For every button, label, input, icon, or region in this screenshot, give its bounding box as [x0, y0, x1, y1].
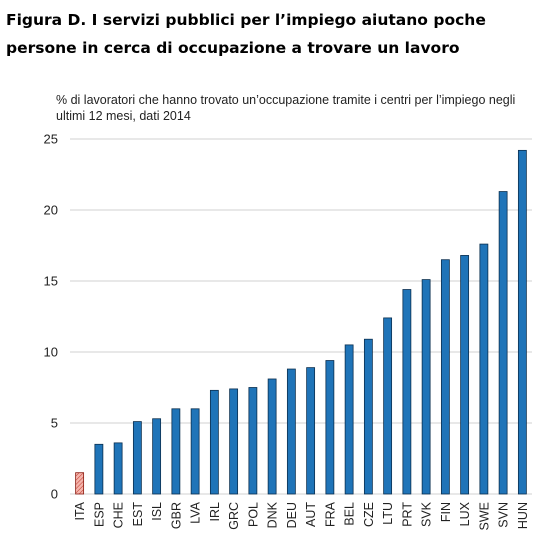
- bar-irl: [209, 389, 219, 495]
- x-tick-label: POL: [246, 502, 260, 527]
- bar-pol: [248, 387, 258, 495]
- x-tick-label: HUN: [516, 502, 530, 529]
- x-tick-label: IRL: [208, 502, 222, 522]
- bar-fin: [440, 259, 450, 495]
- chart-title: Figura D. I servizi pubblici per l’impie…: [6, 11, 486, 57]
- x-tick-label: PRT: [400, 502, 414, 527]
- x-tick-label: LVA: [189, 501, 203, 523]
- x-tick-label: ITA: [73, 501, 87, 520]
- bar-gbr: [171, 408, 181, 495]
- bar-isl: [152, 418, 162, 495]
- x-tick-label: SVK: [420, 501, 434, 527]
- bar-grc: [229, 388, 239, 495]
- bar-prt: [402, 289, 412, 495]
- bar-lva: [190, 408, 200, 495]
- x-tick-label: DNK: [266, 501, 280, 528]
- x-tick-label: LUX: [458, 501, 472, 526]
- bar-esp: [94, 443, 104, 495]
- y-tick-label: 20: [44, 203, 58, 218]
- y-tick-label: 10: [44, 345, 58, 360]
- x-tick-label: CHE: [112, 502, 126, 528]
- bar-hun: [517, 149, 527, 495]
- bars: [75, 149, 527, 495]
- bar-svk: [421, 279, 431, 495]
- x-tick-label: EST: [131, 502, 145, 527]
- bar-lux: [460, 255, 470, 495]
- y-axis-ticks: 0 5 10 15 20 25: [44, 132, 58, 502]
- x-tick-label: AUT: [304, 502, 318, 527]
- x-tick-label: GRC: [227, 502, 241, 530]
- y-axis-label: % di lavoratori che hanno trovato un’occ…: [56, 93, 516, 123]
- y-tick-label: 5: [51, 416, 58, 431]
- bar-fra: [325, 360, 335, 495]
- x-tick-label: LTU: [381, 502, 395, 525]
- y-tick-label: 25: [44, 132, 58, 147]
- bar-bel: [344, 344, 354, 495]
- bar-dnk: [267, 378, 277, 495]
- bar-est: [132, 421, 142, 495]
- bar-deu: [286, 368, 296, 495]
- y-tick-label: 0: [51, 487, 58, 502]
- bar-che: [113, 442, 123, 495]
- x-tick-label: ESP: [92, 502, 106, 527]
- x-tick-label: ISL: [150, 502, 164, 521]
- x-tick-label: FIN: [439, 502, 453, 522]
- bar-aut: [306, 367, 316, 495]
- x-axis-labels: ITA ESP CHE EST ISL GBR LVA IRL GRC POL DNK DEU AUT F…: [73, 501, 530, 530]
- bar-svn: [498, 191, 508, 495]
- bar-ita: [75, 472, 85, 495]
- x-tick-label: DEU: [285, 502, 299, 528]
- x-tick-label: FRA: [323, 501, 337, 527]
- y-tick-label: 15: [44, 274, 58, 289]
- x-tick-label: CZE: [362, 502, 376, 527]
- x-tick-label: SVN: [497, 502, 511, 528]
- x-tick-label: GBR: [169, 502, 183, 529]
- bar-swe: [479, 243, 489, 495]
- x-tick-label: BEL: [343, 502, 357, 526]
- bar-cze: [363, 338, 373, 495]
- x-tick-label: SWE: [477, 502, 491, 530]
- gridlines: [70, 138, 532, 495]
- bar-ltu: [383, 317, 393, 495]
